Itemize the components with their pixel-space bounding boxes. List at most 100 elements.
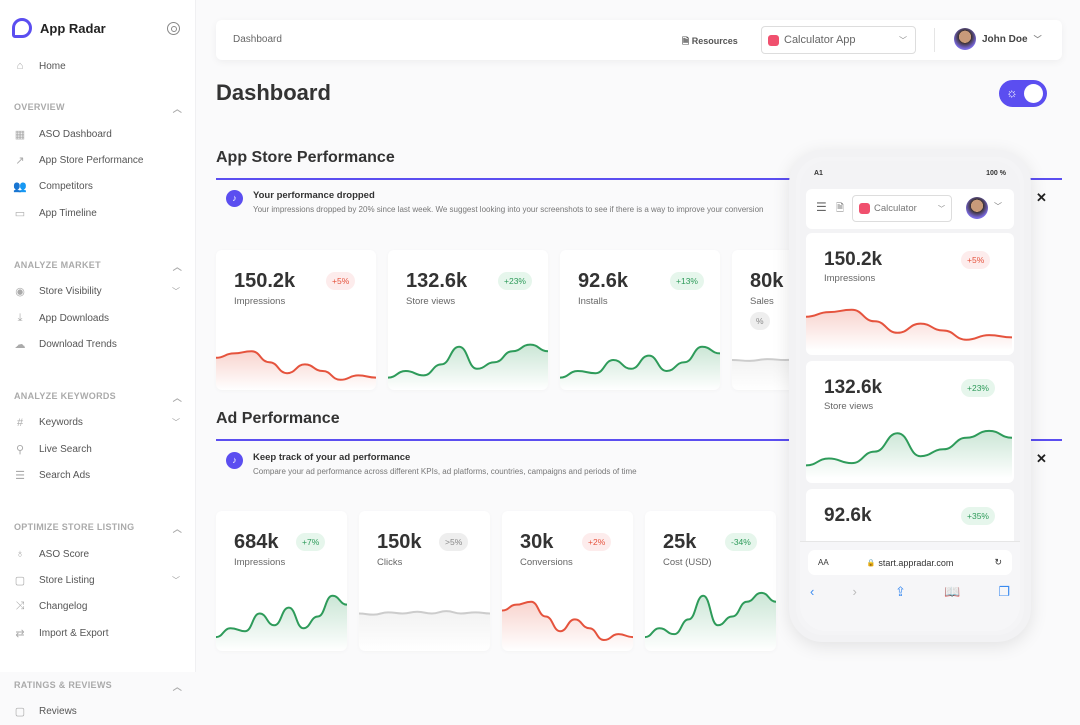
sidebar-item[interactable]: ⤨ Changelog: [0, 594, 196, 620]
sidebar-item-label: Home: [39, 60, 66, 72]
reload-icon[interactable]: ↻: [994, 557, 1002, 567]
sidebar-section-header[interactable]: ANALYZE KEYWORDS ︿: [14, 391, 182, 404]
sparkline-area: [388, 344, 548, 390]
sidebar-item[interactable]: ♁ ASO Score: [0, 541, 196, 567]
metric-value: 92.6k: [578, 270, 629, 292]
section-label: RATINGS & REVIEWS: [14, 679, 112, 690]
store-listing-icon: ▢: [14, 574, 26, 587]
resources-link[interactable]: 🗎 Resources: [682, 34, 738, 50]
sidebar-item[interactable]: ▢ Reviews: [0, 699, 196, 725]
chevron-down-icon[interactable]: ﹀: [994, 202, 1002, 211]
forward-icon[interactable]: ›: [852, 584, 857, 599]
sidebar-item[interactable]: ▦ ASO Dashboard: [0, 121, 196, 147]
alert-text: Compare your ad performance across diffe…: [253, 467, 637, 476]
sparkline-chart: [359, 610, 490, 651]
chevron-down-icon: ﹀: [938, 205, 945, 213]
close-icon[interactable]: ✕: [1036, 190, 1047, 205]
divider: [934, 28, 935, 52]
phone-metric-card[interactable]: 132.6k Store views +23%: [806, 361, 1014, 483]
section-title-store: App Store Performance: [216, 149, 395, 166]
settings-icon[interactable]: [167, 22, 180, 35]
change-badge: +7%: [296, 533, 326, 551]
sidebar-item-label: Live Search: [39, 443, 92, 455]
sparkline-area: [560, 346, 720, 390]
resources-label: Resources: [691, 36, 738, 46]
sidebar-section-header[interactable]: OPTIMIZE STORE LISTING ︿: [14, 522, 182, 535]
search-ads-icon: ☰: [15, 470, 25, 483]
bookmarks-icon[interactable]: 📖: [944, 584, 961, 599]
metric-label: Store views: [406, 296, 456, 307]
metric-card[interactable]: 150k Clicks >5%: [359, 511, 490, 651]
phone-notch: [860, 161, 960, 181]
sidebar-item[interactable]: ☰ Search Ads: [0, 463, 196, 489]
alert-text: Your impressions dropped by 20% since la…: [253, 205, 764, 214]
phone-top-bar: ☰ 🗎 Calculator ﹀ ﹀: [806, 189, 1014, 229]
avatar: [954, 28, 976, 50]
competitors-icon: 👥: [13, 181, 27, 194]
sidebar-section-header[interactable]: RATINGS & REVIEWS ︿: [14, 680, 182, 693]
metric-value: 25k: [663, 531, 697, 553]
chevron-down-icon: ﹀: [1033, 34, 1042, 44]
phone-mockup: A1 100 % ☰ 🗎 Calculator ﹀ ﹀ 150.2k Impress…: [789, 150, 1031, 642]
sidebar-item[interactable]: # Keywords ﹀: [0, 410, 196, 436]
share-icon[interactable]: ⇪: [894, 584, 906, 599]
live-search-icon: ⚲: [15, 443, 25, 456]
chevron-down-icon: ﹀: [172, 287, 180, 297]
theme-toggle[interactable]: ☼: [999, 80, 1047, 107]
breadcrumb[interactable]: Dashboard: [233, 34, 282, 45]
metric-card[interactable]: 132.6k Store views +23%: [388, 250, 548, 390]
sparkline-line: [502, 600, 633, 642]
back-icon[interactable]: ‹: [810, 584, 815, 599]
metric-card[interactable]: 25k Cost (USD) -34%: [645, 511, 776, 651]
close-icon[interactable]: ✕: [1036, 451, 1047, 466]
hamburger-icon[interactable]: ☰: [816, 200, 827, 214]
sidebar-section-header[interactable]: OVERVIEW ︿: [14, 102, 182, 115]
sidebar-item-home[interactable]: ⌂ Home: [0, 53, 196, 79]
phone-app-select[interactable]: Calculator ﹀: [852, 195, 952, 222]
sparkline-area: [645, 592, 776, 651]
sparkline-chart: [560, 345, 720, 390]
sparkline-line: [806, 429, 1013, 467]
sidebar-item[interactable]: ☁ Download Trends: [0, 331, 196, 357]
chevron-down-icon: ﹀: [899, 35, 907, 45]
sidebar-item[interactable]: ▭ App Timeline: [0, 200, 196, 226]
metric-card[interactable]: 150.2k Impressions +5%: [216, 250, 376, 390]
sidebar-item[interactable]: ⤓ App Downloads: [0, 305, 196, 331]
text-size-button[interactable]: AA: [818, 558, 829, 567]
sidebar-item-label: App Timeline: [39, 207, 97, 219]
app-select[interactable]: Calculator App ﹀: [761, 26, 916, 54]
metric-card[interactable]: 30k Conversions +2%: [502, 511, 633, 651]
metric-card[interactable]: 92.6k Installs +13%: [560, 250, 720, 390]
sidebar-item-label: Reviews: [39, 706, 77, 718]
metric-card[interactable]: 684k Impressions +7%: [216, 511, 347, 651]
sparkline-line: [388, 343, 548, 379]
sidebar-item[interactable]: ⇄ Import & Export: [0, 620, 196, 646]
sidebar-item[interactable]: ◉ Store Visibility ﹀: [0, 279, 196, 305]
sparkline-line: [216, 594, 347, 639]
url-bar[interactable]: AA 🔒 start.appradar.com ↻: [808, 550, 1012, 575]
phone-metric-card[interactable]: 150.2k Impressions +5%: [806, 233, 1014, 355]
sidebar-item[interactable]: 👥 Competitors: [0, 174, 196, 200]
sparkline-line: [560, 345, 720, 379]
chevron-down-icon: ﹀: [172, 418, 180, 428]
sidebar-item[interactable]: ▢ Store Listing ﹀: [0, 567, 196, 593]
sparkline-area: [216, 351, 376, 390]
logo[interactable]: App Radar: [12, 18, 106, 38]
alert-store: ♪ Your performance dropped Your impressi…: [216, 188, 1062, 228]
metric-value: 684k: [234, 531, 279, 553]
download-trends-icon: ☁: [14, 338, 26, 351]
document-icon[interactable]: 🗎: [836, 203, 845, 214]
sidebar-section-header[interactable]: ANALYZE MARKET ︿: [14, 260, 182, 273]
avatar[interactable]: [966, 197, 988, 219]
sidebar-item-label: Store Listing: [39, 574, 95, 586]
sparkline-line: [359, 610, 490, 616]
user-menu[interactable]: John Doe ﹀: [954, 28, 1042, 50]
change-badge: %: [750, 312, 770, 330]
tabs-icon[interactable]: ❐: [998, 584, 1010, 599]
chevron-down-icon: ﹀: [172, 575, 180, 585]
sidebar-item[interactable]: ⚲ Live Search: [0, 436, 196, 462]
document-icon: 🗎: [682, 36, 692, 46]
sidebar-item[interactable]: ↗ App Store Performance: [0, 147, 196, 173]
sidebar-item-label: ASO Score: [39, 548, 90, 560]
sparkline-chart: [502, 600, 633, 651]
